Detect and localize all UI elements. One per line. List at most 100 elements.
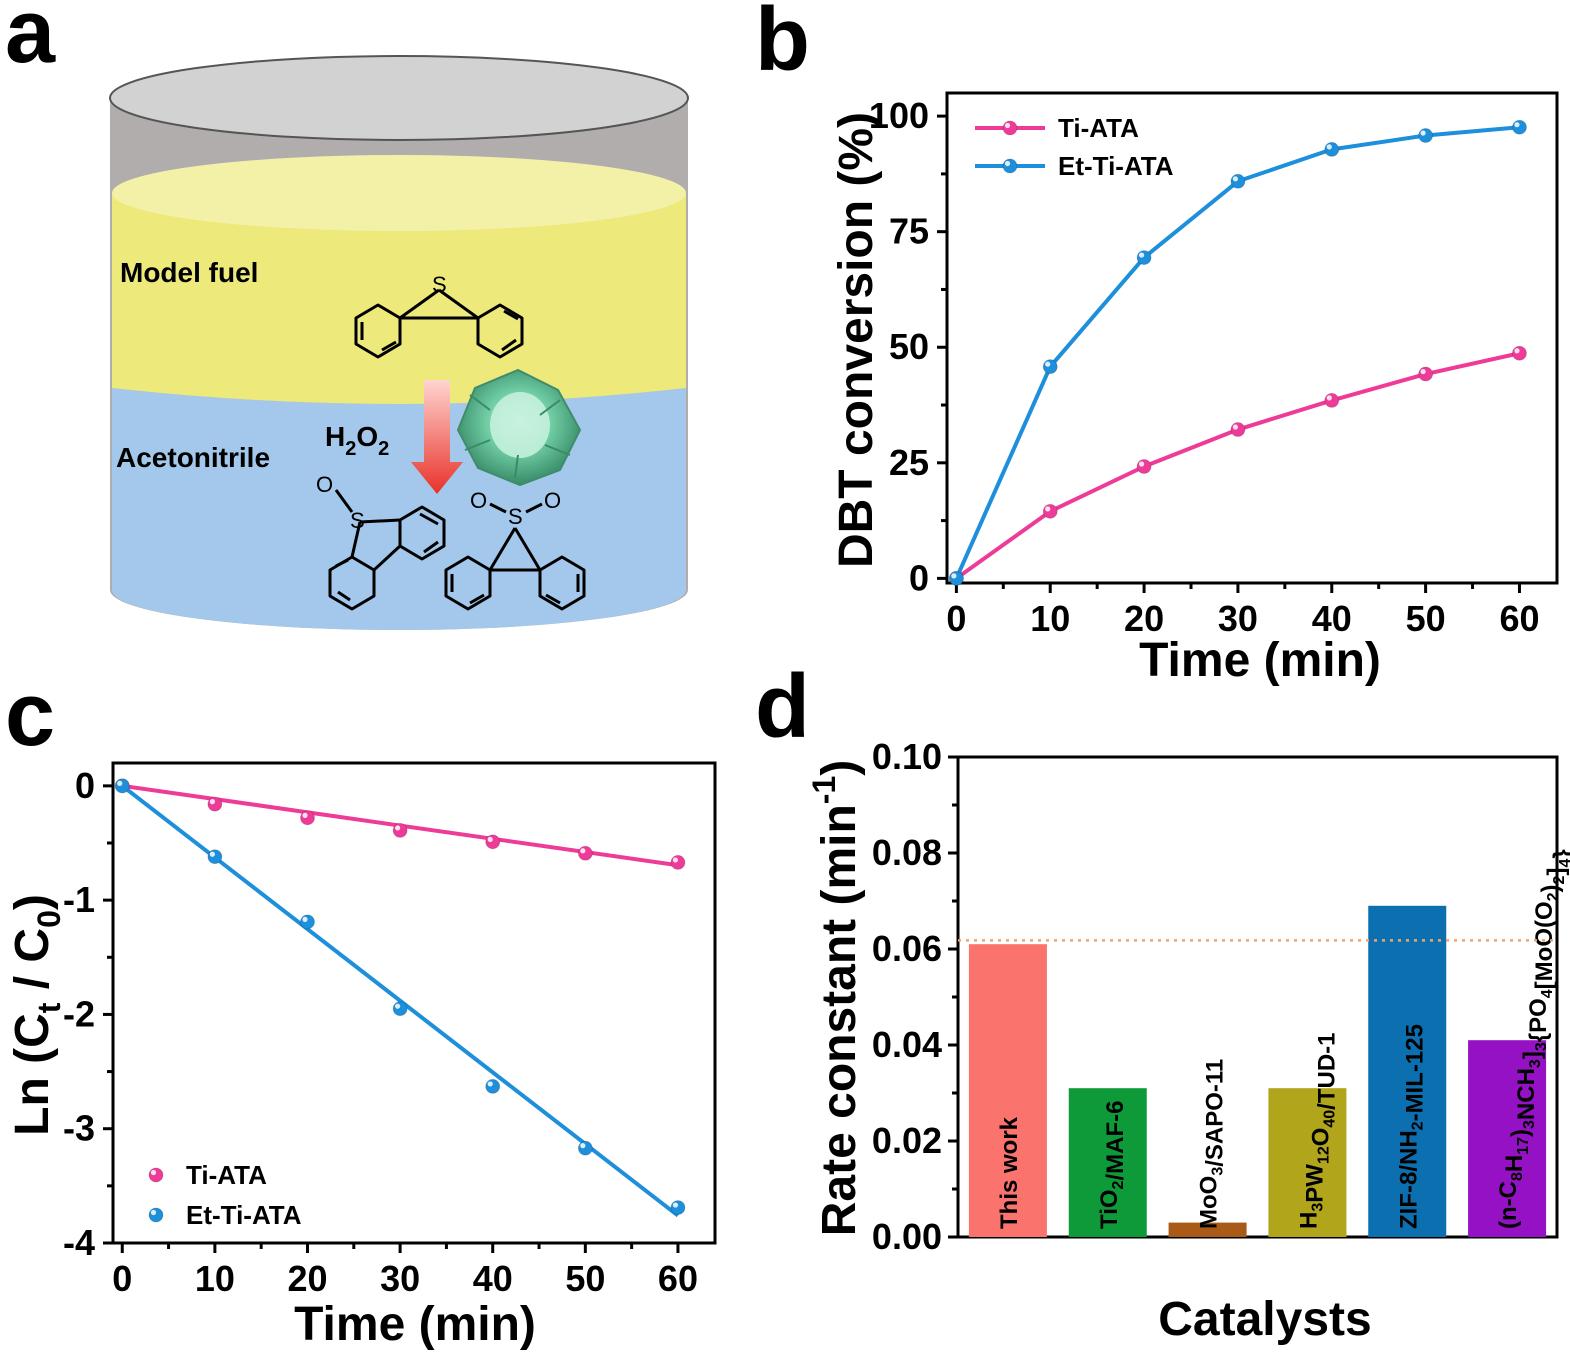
chart-b-data-point (1511, 119, 1527, 135)
chart-c-series (114, 778, 686, 1218)
chart-b-y-axis-title: DBT conversion (%) (830, 112, 883, 568)
chart-d-y-tick-label: 0.04 (872, 1024, 942, 1065)
dbto-oxygen: O (316, 472, 333, 497)
chart-b-data-point-body (1511, 119, 1527, 135)
chart-c-data-point-body (485, 834, 501, 850)
chart-c-x-tick-label: 10 (195, 1258, 235, 1299)
dbto2-molecule: S O O (444, 488, 586, 611)
chart-b-data-point-body (1418, 366, 1434, 382)
chart-b-x-tick-label: 10 (1030, 598, 1070, 639)
chart-b-data-point-highlight (1045, 361, 1051, 367)
chart-b-series (948, 119, 1527, 586)
chart-d-bar (1068, 1088, 1147, 1237)
chart-d-y-tick-label: 0.06 (872, 928, 942, 969)
panel-letter-c: c (5, 665, 55, 765)
chart-b-data-point-body (1324, 141, 1340, 157)
chart-c-kinetics: 0 10 20 30 40 50 60 0 -1 -2 -3 -4 Ti-ATA Et-Ti-ATA T… (6, 761, 717, 1351)
chart-b-legend-label: Et-Ti-ATA (1058, 151, 1174, 181)
chart-c-frame (111, 761, 717, 1245)
chart-c-axes: 0 10 20 30 40 50 60 0 -1 -2 -3 -4 (63, 761, 717, 1299)
chart-b-legend-marker-body (1002, 158, 1018, 174)
chart-b-data-point (1230, 173, 1246, 189)
chart-b-data-point-body (1511, 345, 1527, 361)
chart-b-data-point-highlight (1138, 252, 1145, 258)
chart-c-legend-marker-highlight (150, 1209, 157, 1216)
chart-c-data-point-highlight (395, 1003, 401, 1009)
reaction-diagram: Model fuel Acetonitrile H2O2 (109, 55, 689, 630)
chart-b-data-point-body (1042, 503, 1058, 519)
chart-d-bar (1368, 905, 1447, 1237)
chart-b-axes: 0 10 20 30 40 50 60 0 25 50 75 100 (869, 91, 1559, 639)
chart-d-bar-label: TiO2/MAF-6 (1096, 1101, 1129, 1229)
chart-c-data-point (299, 810, 315, 826)
chart-c-data-point-highlight (672, 857, 679, 863)
chart-c-data-point (299, 914, 315, 930)
fuel-surface (112, 155, 686, 231)
chart-d-frame (956, 755, 1559, 1239)
chart-c-data-point-body (577, 845, 593, 861)
chart-b-legend-marker (1002, 120, 1018, 136)
chart-d-rate-constant: 0.00 0.02 0.04 0.06 0.08 0.10 This work TiO2/M… (806, 736, 1570, 1346)
chart-c-data-point-body (670, 1200, 686, 1216)
chart-b-data-point (1418, 366, 1434, 382)
chart-b-y-tick-label: 75 (889, 211, 929, 252)
chart-c-data-point-body (485, 1078, 501, 1094)
chart-b-x-tick-label: 50 (1406, 598, 1446, 639)
chart-b-x-tick-label: 20 (1124, 598, 1164, 639)
chart-c-data-point (114, 778, 130, 794)
chart-c-data-point-body (299, 810, 315, 826)
chart-b-data-point (1136, 250, 1152, 266)
chart-c-data-point-body (207, 796, 223, 812)
chart-b-data-point-body (1418, 128, 1434, 144)
chart-b-data-point (1136, 459, 1152, 475)
chart-b-data-point-highlight (1326, 144, 1332, 150)
chart-c-x-axis-title: Time (min) (294, 1298, 536, 1351)
chart-c-data-point-body (577, 1140, 593, 1156)
model-fuel-label: Model fuel (120, 257, 258, 288)
chart-c-data-point-body (114, 778, 130, 794)
chart-c-data-point-body (670, 854, 686, 870)
chart-c-data-point-highlight (117, 780, 123, 786)
chart-b-data-point-body (1230, 173, 1246, 189)
chart-d-y-tick-label: 0.02 (872, 1120, 942, 1161)
chart-c-data-point-highlight (487, 1081, 493, 1087)
dbto2-oxygen-left: O (470, 488, 487, 513)
chart-b-data-point (1418, 128, 1434, 144)
chart-c-y-tick-label: -2 (63, 993, 95, 1034)
chart-d-y-tick-label: 0.08 (872, 832, 942, 873)
acetonitrile-label: Acetonitrile (116, 442, 270, 473)
chart-c-data-point (207, 796, 223, 812)
chart-c-data-point-highlight (580, 1143, 586, 1149)
chart-c-y-axis-title: Ln (Ct / C0) (6, 894, 67, 1136)
chart-d-y-tick-label: 0.00 (872, 1216, 942, 1257)
chart-c-x-tick-label: 30 (380, 1258, 420, 1299)
dbto2-oxygen-right: O (544, 488, 561, 513)
chart-c-legend-marker-body (148, 1207, 164, 1223)
chart-d-axes: 0.00 0.02 0.04 0.06 0.08 0.10 (872, 736, 1559, 1257)
chart-c-x-tick-label: 60 (658, 1258, 698, 1299)
panel-letter-a: a (5, 0, 56, 82)
chart-d-bar-label: MoO3/SAPO-11 (1196, 1059, 1229, 1229)
chart-c-legend-marker-body (148, 1167, 164, 1183)
chart-b-data-point (1324, 392, 1340, 408)
dbto-sulfur: S (350, 508, 365, 533)
chart-b-data-point-body (1136, 250, 1152, 266)
chart-c-y-tick-label: -4 (63, 1222, 95, 1263)
dbto2-sulfur: S (508, 504, 523, 529)
chart-c-x-tick-label: 40 (473, 1258, 513, 1299)
chart-d-y-tick-label: 0.10 (872, 736, 942, 777)
chart-c-data-point-highlight (209, 851, 215, 857)
chart-c-legend-label: Ti-ATA (186, 1160, 267, 1190)
chart-c-y-tick-label: -1 (63, 879, 95, 920)
chart-b-data-point-highlight (1045, 506, 1051, 512)
catalyst-particle (456, 368, 582, 487)
chart-d-bar-label: H3PW12O40/TUD-1 (1295, 1032, 1340, 1229)
chart-d-bar (968, 944, 1047, 1237)
chart-b-data-point-body (1230, 422, 1246, 438)
chart-c-data-point-highlight (395, 825, 401, 831)
chart-b-y-tick-label: 50 (889, 326, 929, 367)
dbt-sulfur: S (432, 272, 447, 297)
panel-letter-b: b (755, 0, 810, 90)
